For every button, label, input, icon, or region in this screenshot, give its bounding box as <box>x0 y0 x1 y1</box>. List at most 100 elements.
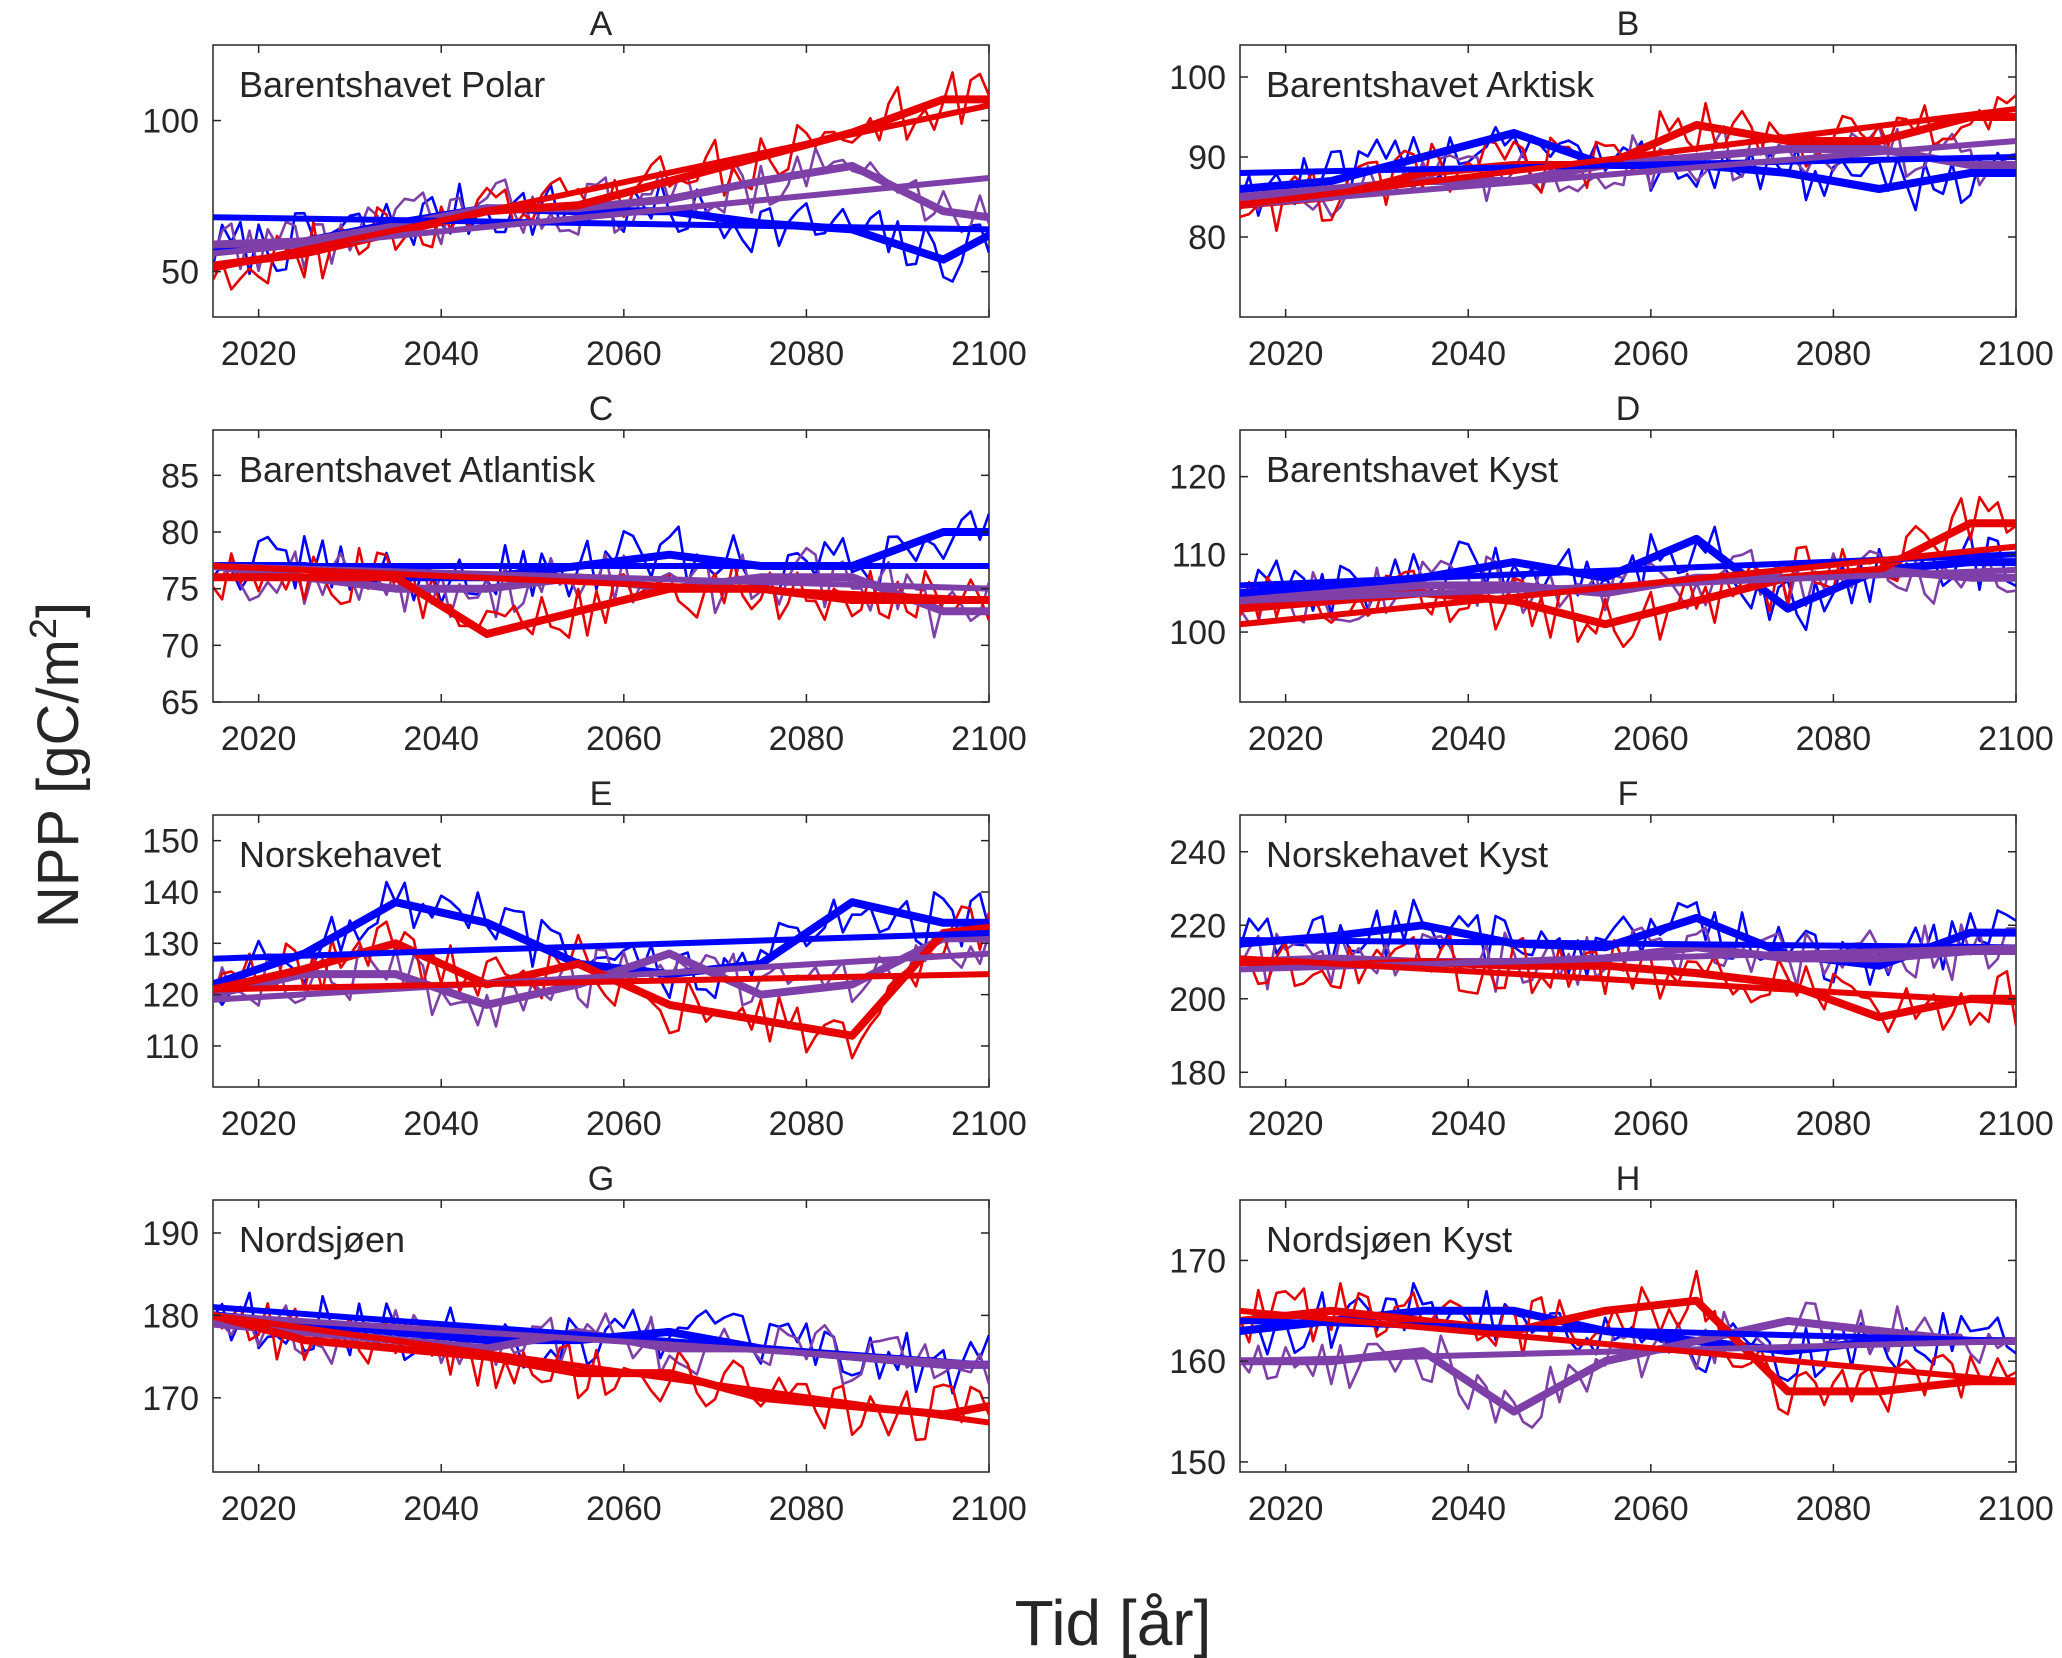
x-tick-label: 2060 <box>1613 720 1689 758</box>
x-tick-label: 2080 <box>769 335 845 373</box>
x-tick-label: 2060 <box>586 335 662 373</box>
x-tick-label: 2100 <box>1978 1490 2054 1528</box>
panel-c: 2020 2040 2060 2080 2100 65 70 75 80 85 C Barentsha… <box>161 390 1027 758</box>
x-tick-label: 2100 <box>951 335 1027 373</box>
panel-g: 2020 2040 2060 2080 2100 170 180 190 G Nordsjøen <box>142 1160 1027 1528</box>
series-trend-line-red <box>1240 955 2016 1006</box>
series-smooth-line-red <box>1240 1296 2016 1396</box>
x-tick-label: 2040 <box>403 720 479 758</box>
series-trend-line-red <box>1240 543 2016 628</box>
plot-area <box>213 1291 989 1442</box>
y-tick-label: 50 <box>161 254 199 292</box>
panel-title-letter: F <box>1618 775 1639 813</box>
y-tick-label: 220 <box>1169 907 1226 945</box>
x-tick-label: 2020 <box>221 1105 297 1143</box>
plot-area <box>1240 495 2016 649</box>
x-tick-label: 2040 <box>1430 1105 1506 1143</box>
series-trend-line-blue <box>213 930 989 962</box>
x-tick-label: 2100 <box>951 1490 1027 1528</box>
y-tick-label: 80 <box>161 514 199 552</box>
series-trend-line-red <box>213 971 989 993</box>
x-tick-label: 2020 <box>1248 1490 1324 1528</box>
y-tick-label: 170 <box>1169 1242 1226 1280</box>
x-tick-label: 2020 <box>1248 335 1324 373</box>
region-label: Barentshavet Kyst <box>1266 449 1558 490</box>
series-trend-line-red <box>1240 1307 2016 1385</box>
series-trend-line-purple <box>213 950 989 1003</box>
y-tick-label: 80 <box>1188 219 1226 257</box>
y-axis-label-superscript: 2 <box>23 618 65 639</box>
x-tick-label: 2040 <box>1430 720 1506 758</box>
y-tick-label: 140 <box>142 874 199 912</box>
x-tick-label: 2080 <box>769 720 845 758</box>
x-tick-label: 2040 <box>1430 1490 1506 1528</box>
y-tick-label: 120 <box>142 977 199 1015</box>
panel-title-letter: G <box>588 1160 614 1198</box>
series-trend-line-blue <box>213 214 989 233</box>
series-trend-line-red <box>1240 106 2016 208</box>
x-tick-label: 2020 <box>1248 1105 1324 1143</box>
series-yearly-line-blue <box>213 880 989 1007</box>
panel-title-letter: B <box>1617 5 1640 43</box>
series-trend-line-blue <box>1240 154 2016 176</box>
x-tick-label: 2060 <box>1613 1105 1689 1143</box>
x-tick-label: 2060 <box>586 1105 662 1143</box>
region-label: Nordsjøen Kyst <box>1266 1219 1512 1260</box>
x-axis-label: Tid [år] <box>1015 1587 1212 1658</box>
panel-title-letter: C <box>589 390 614 428</box>
x-tick-label: 2040 <box>403 335 479 373</box>
y-axis-label: NPP [gC/m2] <box>23 602 91 928</box>
series-smooth-line-red <box>213 573 989 638</box>
series-trend-line-red <box>213 563 989 603</box>
y-tick-label: 200 <box>1169 981 1226 1019</box>
series-smooth-line-red <box>1240 113 2016 209</box>
y-tick-label: 110 <box>1172 536 1226 574</box>
y-tick-label: 160 <box>1169 1343 1226 1381</box>
y-tick-label: 180 <box>1169 1054 1226 1092</box>
x-tick-label: 2060 <box>1613 335 1689 373</box>
y-tick-label: 240 <box>1169 834 1226 872</box>
y-tick-label: 65 <box>161 684 199 722</box>
x-tick-label: 2100 <box>951 720 1027 758</box>
x-tick-label: 2100 <box>951 1105 1027 1143</box>
x-tick-label: 2020 <box>1248 720 1324 758</box>
y-tick-label: 85 <box>161 457 199 495</box>
x-tick-label: 2020 <box>221 335 297 373</box>
plot-frame <box>1239 44 2017 318</box>
series-trend-line-purple <box>1240 1338 2016 1365</box>
y-tick-label: 150 <box>1169 1444 1226 1482</box>
panel-title-letter: E <box>590 775 613 813</box>
x-tick-label: 2100 <box>1978 720 2054 758</box>
y-axis-label-close: ] <box>26 602 91 618</box>
x-tick-label: 2100 <box>1978 335 2054 373</box>
y-tick-label: 180 <box>142 1297 199 1335</box>
series-trend-line-red <box>213 1312 989 1426</box>
x-tick-label: 2080 <box>1796 1105 1872 1143</box>
panel-a: 2020 2040 2060 2080 2100 50 100 A Barentshavet P… <box>142 5 1027 373</box>
series-trend-line-red <box>213 102 989 272</box>
panel-e: 2020 2040 2060 2080 2100 110 120 130 140 150 E Nors… <box>142 775 1027 1143</box>
x-tick-label: 2060 <box>1613 1490 1689 1528</box>
panel-title-letter: D <box>1616 390 1641 428</box>
region-label: Barentshavet Polar <box>239 64 545 105</box>
x-tick-label: 2080 <box>769 1105 845 1143</box>
series-yearly-line-red <box>213 905 989 1060</box>
x-tick-label: 2060 <box>586 1490 662 1528</box>
y-tick-label: 100 <box>1169 59 1226 97</box>
x-tick-label: 2020 <box>221 720 297 758</box>
plot-area <box>213 510 989 639</box>
x-tick-label: 2060 <box>586 720 662 758</box>
x-tick-label: 2100 <box>1978 1105 2054 1143</box>
series-trend-line-purple <box>1240 138 2016 208</box>
y-tick-label: 110 <box>145 1028 199 1066</box>
panel-title-letter: H <box>1616 1160 1641 1198</box>
plot-area <box>213 71 989 291</box>
region-label: Norskehavet <box>239 834 441 875</box>
y-tick-label: 70 <box>161 627 199 665</box>
x-tick-label: 2080 <box>1796 720 1872 758</box>
plot-area <box>213 880 989 1060</box>
series-trend-line-blue <box>1240 936 2016 951</box>
x-tick-label: 2020 <box>221 1490 297 1528</box>
panel-h: 2020 2040 2060 2080 2100 150 160 170 H Nordsjøen … <box>1169 1160 2054 1528</box>
